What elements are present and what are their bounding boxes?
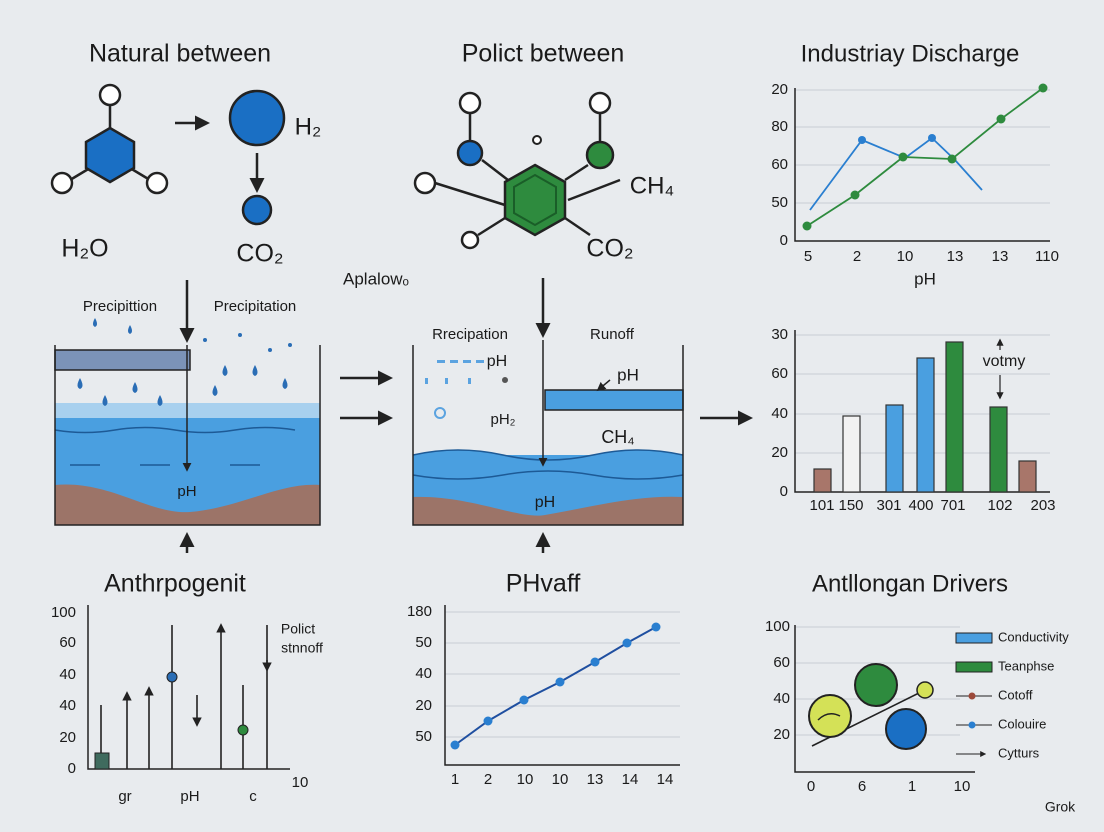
formula: CO₂ bbox=[236, 240, 283, 268]
annotation: Polict bbox=[281, 621, 315, 637]
y-tick-label: 20 bbox=[415, 697, 432, 714]
annotation: stnnoff bbox=[281, 640, 323, 656]
x-tick-label: 13 bbox=[992, 248, 1009, 265]
x-tick-label: 203 bbox=[1030, 497, 1055, 514]
y-tick-label: 20 bbox=[59, 729, 76, 746]
line-chart-2 bbox=[444, 605, 680, 766]
y-tick-label: 40 bbox=[771, 405, 788, 422]
panel-title: Anthrpogenit bbox=[104, 570, 246, 598]
legend-label: Teanphse bbox=[998, 658, 1054, 673]
panel-title: Polict between bbox=[462, 40, 625, 68]
tank-label: Runoff bbox=[590, 326, 635, 343]
tank-label: pH bbox=[617, 365, 639, 384]
y-tick-label: 0 bbox=[780, 483, 788, 500]
x-tick-label: 14 bbox=[622, 771, 639, 788]
panel-title: PHvaff bbox=[506, 570, 581, 598]
y-tick-label: 30 bbox=[771, 326, 788, 343]
tank-label: Precipitation bbox=[214, 298, 297, 315]
tank-label: pH bbox=[487, 353, 507, 370]
molecule-polict bbox=[413, 91, 621, 250]
x-tick-label: 0 bbox=[807, 778, 815, 795]
formula: H₂O bbox=[61, 235, 108, 263]
legend-label: Colouire bbox=[998, 716, 1046, 731]
y-tick-label: 180 bbox=[407, 603, 432, 620]
x-tick-label: 10 bbox=[552, 771, 569, 788]
tank-label: pH bbox=[535, 494, 555, 511]
y-tick-label: 40 bbox=[59, 666, 76, 683]
y-tick-label: 60 bbox=[773, 654, 790, 671]
tank-label: pH bbox=[177, 483, 196, 500]
x-tick-label: 101 bbox=[809, 497, 834, 514]
y-tick-label: 100 bbox=[765, 618, 790, 635]
x-tick-label: 150 bbox=[838, 497, 863, 514]
formula: CO₂ bbox=[586, 235, 633, 263]
y-tick-label: 40 bbox=[415, 665, 432, 682]
y-tick-label: 60 bbox=[771, 365, 788, 382]
x-tick-label: 10 bbox=[954, 778, 971, 795]
tank-label: Rrecipation bbox=[432, 326, 508, 343]
tank-label: Precipittion bbox=[83, 298, 157, 315]
legend-label: Conductivity bbox=[998, 629, 1069, 644]
x-tick-label: c bbox=[249, 788, 257, 805]
legend-label: Cotoff bbox=[998, 687, 1033, 702]
x-tick-label: 701 bbox=[940, 497, 965, 514]
tank-label: pH₂ bbox=[491, 411, 516, 428]
y-tick-label: 100 bbox=[51, 604, 76, 621]
x-tick-label: pH bbox=[180, 788, 199, 805]
y-tick-label: 80 bbox=[771, 118, 788, 135]
x-tick-label: 301 bbox=[876, 497, 901, 514]
x-tick-label: 1 bbox=[908, 778, 916, 795]
y-tick-label: 50 bbox=[771, 194, 788, 211]
tank-label: CH₄ bbox=[601, 427, 634, 447]
y-tick-label: 50 bbox=[415, 634, 432, 651]
y-tick-label: 60 bbox=[59, 634, 76, 651]
tank-mid bbox=[412, 278, 684, 553]
x-tick-label: 13 bbox=[947, 248, 964, 265]
panel-title: Antllongan Drivers bbox=[812, 570, 1008, 597]
flow-label: Aplalowₒ bbox=[343, 269, 409, 288]
y-tick-label: 20 bbox=[771, 444, 788, 461]
x-tick-label: 110 bbox=[1035, 248, 1059, 265]
formula: CH₄ bbox=[630, 172, 674, 199]
y-tick-label: 20 bbox=[771, 81, 788, 98]
x-tick-label: 10 bbox=[517, 771, 534, 788]
x-tick-label: 10 bbox=[897, 248, 914, 265]
axis-label: pH bbox=[914, 269, 936, 288]
y-tick-label: 60 bbox=[771, 156, 788, 173]
y-tick-label: 20 bbox=[773, 726, 790, 743]
x-tick-label: 1 bbox=[451, 771, 459, 788]
bar-chart bbox=[794, 330, 1050, 493]
x-tick-label: 400 bbox=[908, 497, 933, 514]
x-tick-label: 2 bbox=[484, 771, 492, 788]
x-tick-label: 10 bbox=[292, 774, 309, 791]
watermark: Grok bbox=[1045, 799, 1076, 815]
legend-label: Cytturs bbox=[998, 745, 1040, 760]
stem-chart bbox=[87, 605, 290, 770]
x-tick-label: gr bbox=[118, 788, 131, 805]
y-tick-label: 0 bbox=[780, 232, 788, 249]
x-tick-label: 5 bbox=[804, 248, 812, 265]
y-tick-label: 40 bbox=[59, 697, 76, 714]
formula: H₂ bbox=[295, 113, 322, 140]
y-tick-label: 50 bbox=[415, 728, 432, 745]
y-tick-label: 40 bbox=[773, 690, 790, 707]
y-tick-label: 0 bbox=[68, 760, 76, 777]
x-tick-label: 6 bbox=[858, 778, 866, 795]
bubble-chart bbox=[794, 625, 993, 773]
panel-title: Industriay Discharge bbox=[801, 40, 1020, 67]
panel-title: Natural between bbox=[89, 40, 271, 68]
x-tick-label: 14 bbox=[657, 771, 674, 788]
x-tick-label: 102 bbox=[987, 497, 1012, 514]
x-tick-label: 13 bbox=[587, 771, 604, 788]
annotation: votmy bbox=[983, 353, 1026, 370]
tank-left bbox=[54, 280, 321, 553]
line-chart bbox=[794, 83, 1050, 242]
molecule-natural bbox=[50, 83, 286, 226]
x-tick-label: 2 bbox=[853, 248, 861, 265]
